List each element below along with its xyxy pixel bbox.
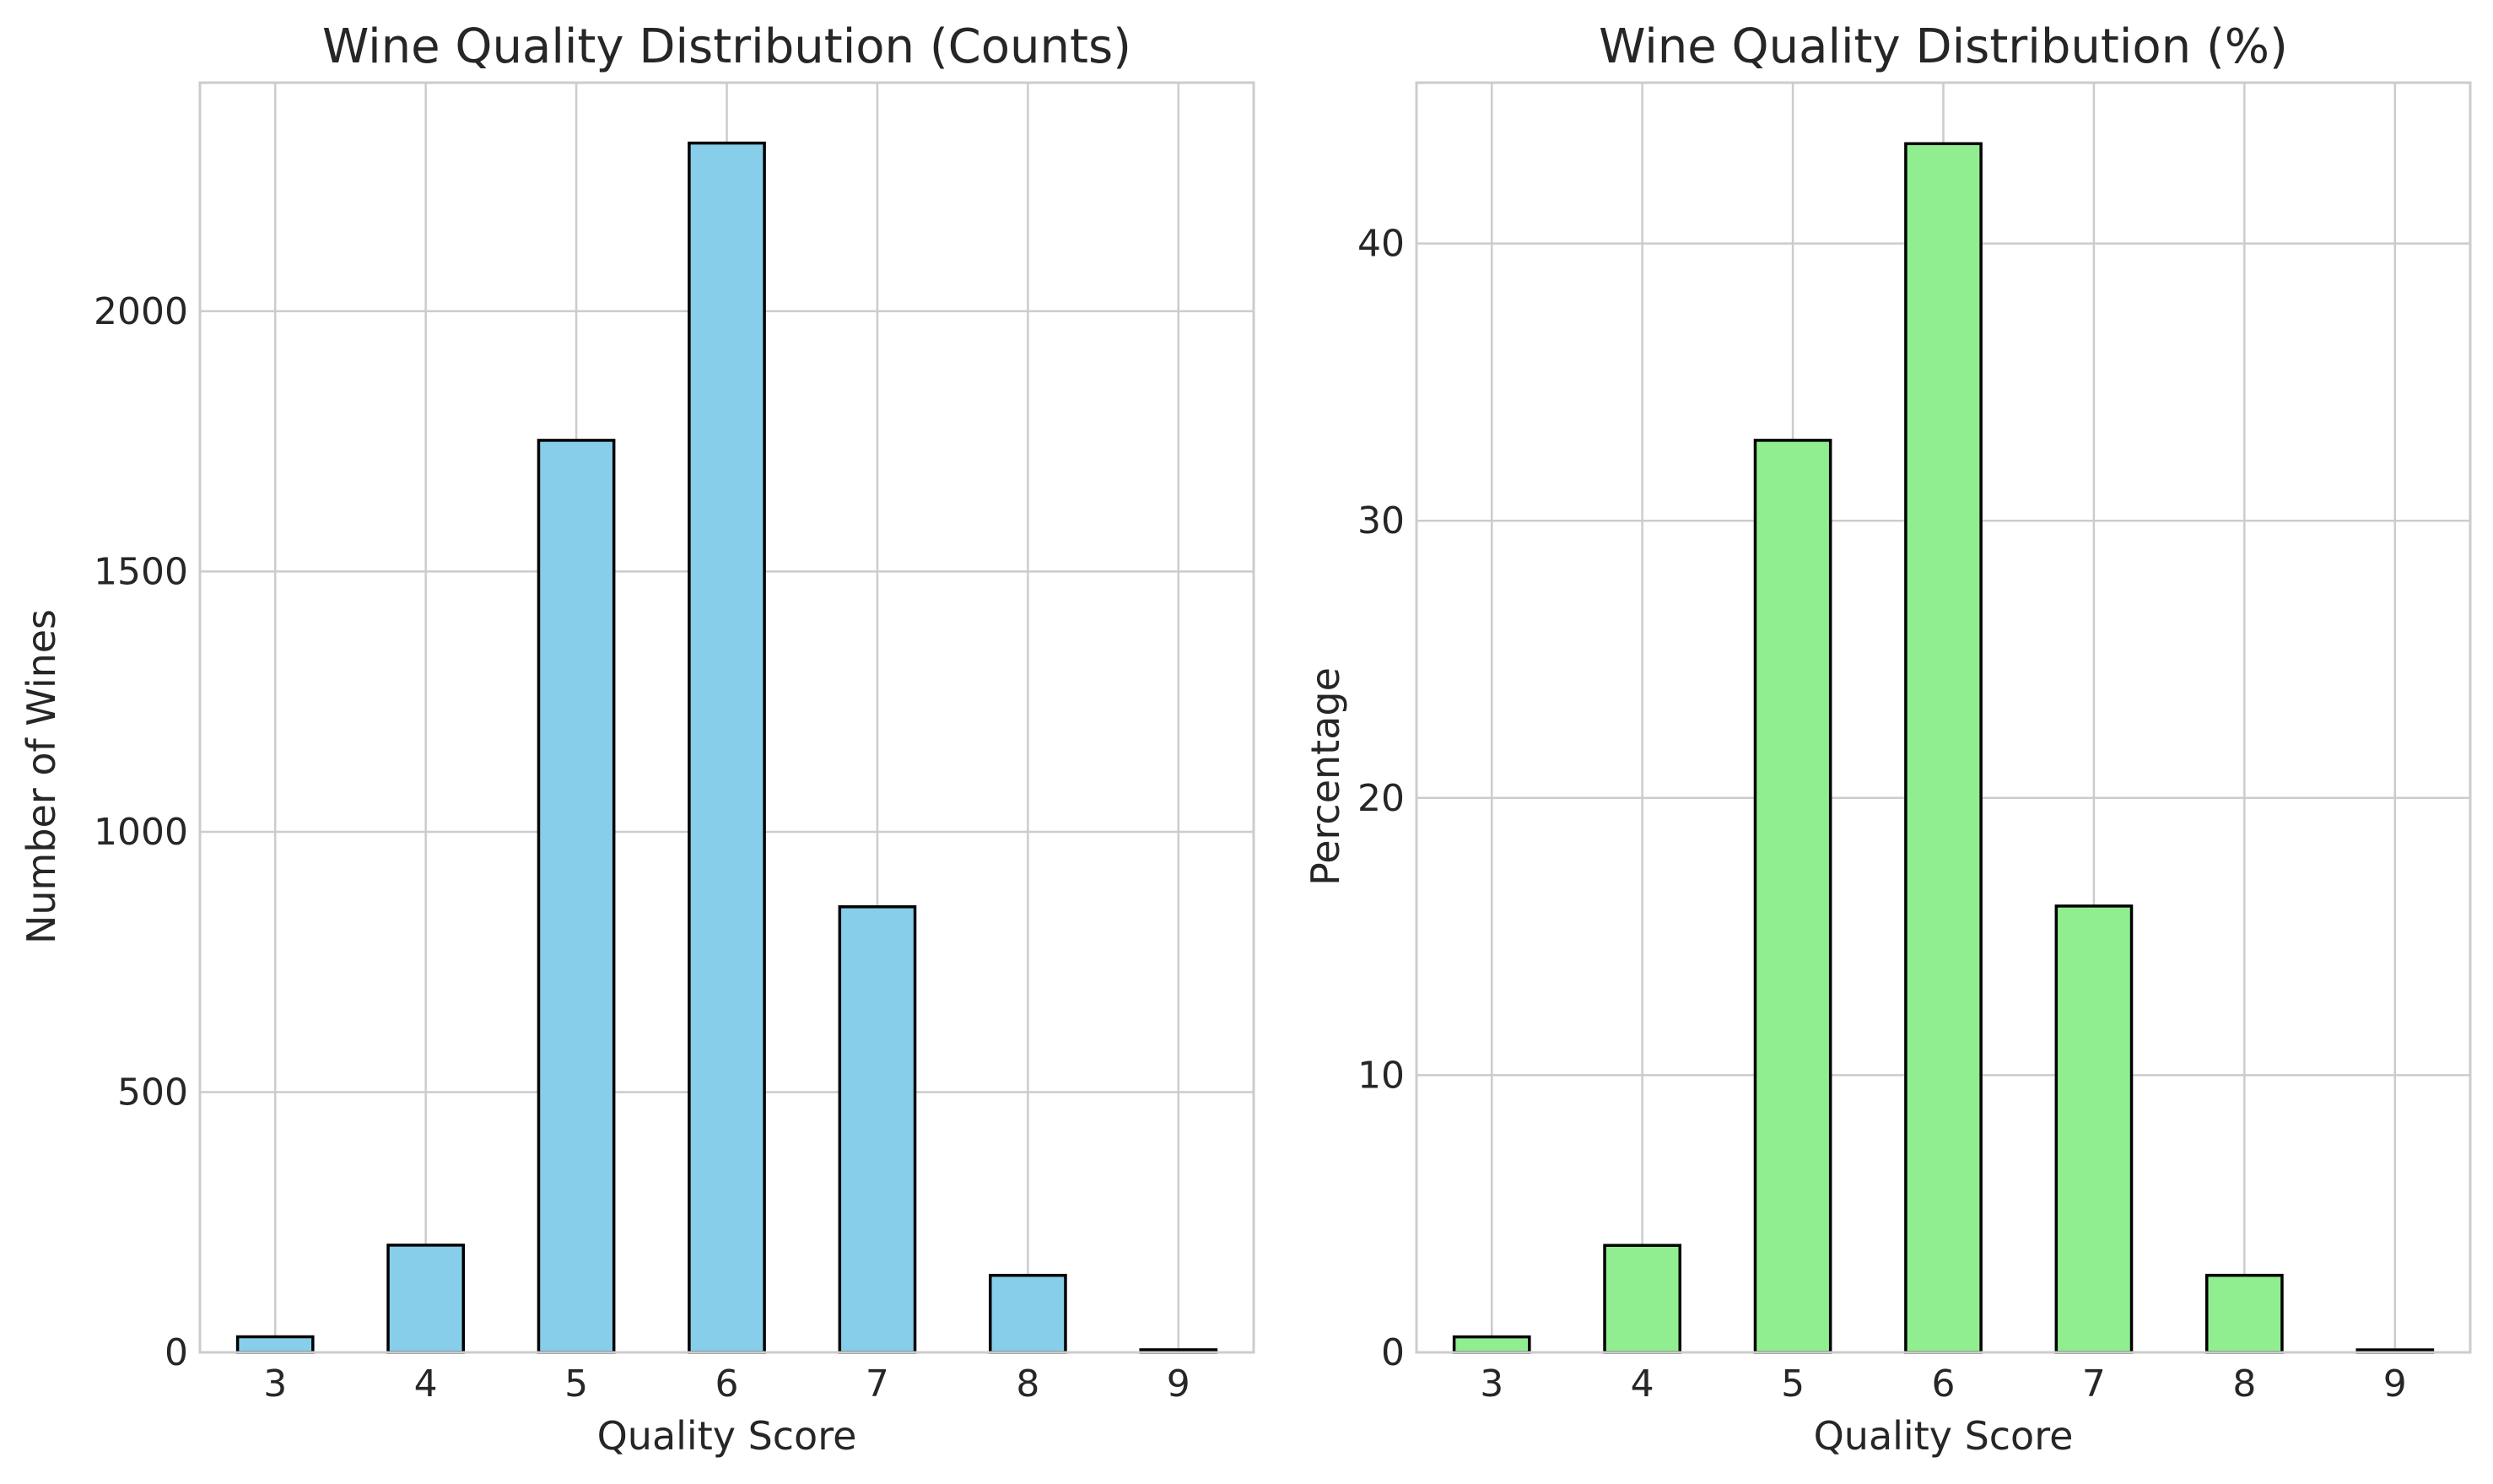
x-tick-label: 3 (263, 1363, 287, 1406)
x-tick-label: 5 (1781, 1363, 1805, 1406)
y-axis-label: Number of Wines (19, 609, 64, 944)
x-axis-label: Quality Score (1814, 1413, 2074, 1459)
bar-6 (688, 141, 766, 1354)
y-tick-label: 1000 (94, 811, 188, 854)
bar-3 (1452, 1335, 1531, 1354)
bar-4 (1603, 1244, 1682, 1354)
y-tick-label: 2000 (94, 290, 188, 333)
bar-4 (386, 1244, 465, 1354)
x-axis-label: Quality Score (597, 1413, 857, 1459)
y-tick-label: 500 (117, 1071, 188, 1114)
x-tick-label: 8 (2232, 1363, 2256, 1406)
bar-7 (2054, 904, 2134, 1354)
bar-8 (989, 1273, 1067, 1354)
bar-3 (235, 1335, 315, 1354)
grid (200, 83, 1254, 1354)
x-tick-label: 5 (564, 1363, 588, 1406)
bar-8 (2205, 1273, 2284, 1354)
x-tick-label: 6 (715, 1363, 739, 1406)
bar-5 (537, 439, 616, 1354)
x-tick-label: 8 (1016, 1363, 1039, 1406)
y-tick-label: 0 (1381, 1331, 1405, 1374)
y-tick-label: 30 (1357, 499, 1405, 542)
y-tick-label: 0 (165, 1331, 188, 1374)
bar-6 (1904, 142, 1983, 1354)
x-tick-label: 4 (1631, 1363, 1654, 1406)
x-tick-label: 6 (1932, 1363, 1956, 1406)
chart-title: Wine Quality Distribution (Counts) (322, 19, 1131, 74)
plot-frame (1415, 81, 2472, 1354)
x-tick-label: 4 (414, 1363, 438, 1406)
y-tick-label: 40 (1357, 223, 1405, 266)
x-tick-label: 3 (1480, 1363, 1503, 1406)
x-tick-label: 7 (866, 1363, 889, 1406)
y-tick-label: 10 (1357, 1054, 1405, 1097)
percentage-chart: 3 4 5 6 7 8 9 0 10 20 30 40 Wine Quality Distributio… (1303, 19, 2472, 1459)
counts-chart: 3 4 5 6 7 8 9 0 500 1000 1500 2000 Wine Quality Dist… (19, 19, 1255, 1459)
chart-title: Wine Quality Distribution (%) (1599, 19, 2288, 74)
x-tick-label: 9 (2383, 1363, 2407, 1406)
y-tick-label: 20 (1357, 777, 1405, 820)
plot-frame (198, 81, 1255, 1354)
y-axis-label: Percentage (1303, 667, 1348, 886)
x-tick-label: 9 (1167, 1363, 1190, 1406)
bar-7 (838, 905, 917, 1354)
bar-5 (1753, 439, 1832, 1354)
y-tick-label: 1500 (94, 550, 188, 593)
x-tick-label: 7 (2082, 1363, 2106, 1406)
